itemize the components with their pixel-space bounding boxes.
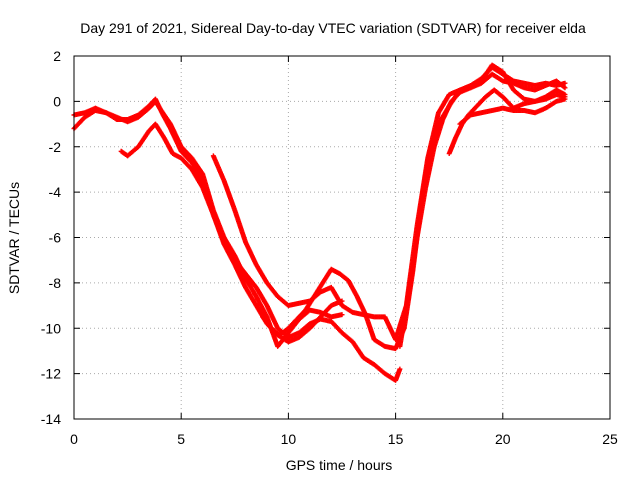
x-tick-label: 10	[281, 431, 297, 447]
series-track-3	[118, 121, 403, 383]
series-track-6	[397, 71, 568, 349]
series-track-7	[446, 87, 568, 157]
chart-title: Day 291 of 2021, Sidereal Day-to-day VTE…	[80, 20, 586, 36]
axis-ticks: 0 5 10 15 20 25 -14 -12 -10 -8 -6 -4 -2 0 2	[41, 48, 618, 447]
data-point	[397, 366, 403, 372]
data-point	[561, 84, 567, 90]
x-axis-label: GPS time / hours	[286, 457, 393, 473]
y-tick-label: -2	[49, 139, 62, 155]
y-tick-label: -14	[41, 411, 61, 427]
y-tick-label: -10	[41, 320, 61, 336]
y-axis-label: SDTVAR / TECUs	[6, 182, 22, 294]
y-tick-label: -12	[41, 366, 61, 382]
data-point	[562, 85, 568, 91]
grid	[74, 56, 610, 419]
data-point	[339, 312, 345, 318]
y-tick-label: 0	[53, 93, 61, 109]
data-point	[562, 96, 568, 102]
x-tick-label: 20	[495, 431, 511, 447]
y-tick-label: -6	[49, 230, 62, 246]
x-tick-label: 25	[602, 431, 618, 447]
y-tick-label: 2	[53, 48, 61, 64]
y-tick-label: -4	[49, 184, 62, 200]
x-tick-label: 0	[70, 431, 78, 447]
x-tick-label: 15	[388, 431, 404, 447]
series-track-8	[457, 96, 568, 127]
data-points	[71, 62, 568, 383]
y-tick-label: -8	[49, 275, 62, 291]
data-point	[562, 80, 568, 86]
x-tick-label: 5	[177, 431, 185, 447]
